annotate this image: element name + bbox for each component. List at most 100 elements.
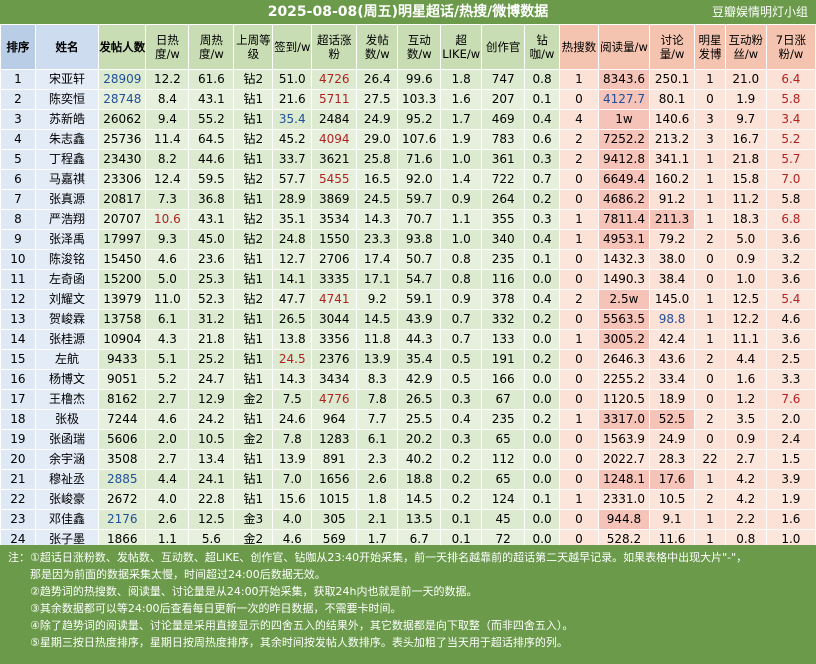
table-cell: 3005.2 [597,329,651,350]
table-cell: 783 [481,129,526,150]
table-cell: 0 [558,429,599,450]
table-cell: 1.0 [724,269,767,290]
table-cell: 35.1 [272,209,313,230]
table-cell: 11.6 [649,529,696,550]
table-cell: 张函瑞 [34,429,100,450]
table-cell: 70.7 [397,209,442,230]
table-cell: 23306 [98,169,147,190]
table-cell: 3044 [311,309,358,330]
table-cell: 0.6 [524,129,560,150]
table-row: 12 刘耀文 13979 11.0 52.3 钻2 47.7 4741 9.2 59.1 0.9 37… [0,289,816,310]
table-row: 24 张子墨 1866 1.1 5.6 金2 4.6 569 1.7 6.7 0.1 72 0.0 0 52… [0,529,816,550]
table-cell: 4.3 [145,329,190,350]
table-cell: 金3 [233,509,274,530]
table-cell: 2 [0,89,36,110]
table-cell: 1 [558,209,599,230]
table-cell: 钻1 [233,89,274,110]
table-cell: 钻1 [233,189,274,210]
table-cell: 13758 [98,309,147,330]
table-cell: 1.0 [440,229,483,250]
table-cell: 20817 [98,189,147,210]
table-cell: 6.1 [145,309,190,330]
table-cell: 26.5 [272,309,313,330]
table-cell: 133 [481,329,526,350]
table-cell: 13.5 [397,509,442,530]
table-cell: 0.0 [524,369,560,390]
table-cell: 52.3 [188,289,235,310]
table-cell: 0 [694,89,726,110]
table-cell: 张真源 [34,189,100,210]
table-cell: 12.4 [145,169,190,190]
table-cell: 944.8 [597,509,651,530]
table-cell: 7.0 [272,469,313,490]
table-cell: 1 [694,509,726,530]
table-cell: 45.2 [272,129,313,150]
table-cell: 1563.9 [597,429,651,450]
table-cell: 3621 [311,149,358,170]
table-cell: 12.2 [724,309,767,330]
table-cell: 2176 [98,509,147,530]
table-row: 23 邓佳鑫 2176 2.6 12.5 金3 4.0 305 2.1 13.5 0.1 45 0.0 0… [0,509,816,530]
table-cell: 1 [694,69,726,90]
table-cell: 1432.3 [597,249,651,270]
table-cell: 25.3 [188,269,235,290]
table-cell: 43.6 [649,349,696,370]
table-cell: 264 [481,189,526,210]
table-cell: 35.4 [272,109,313,130]
table-cell: 2022.7 [597,449,651,470]
table-cell: 1.9 [440,129,483,150]
table-cell: 3508 [98,449,147,470]
table-cell: 8.2 [145,149,190,170]
table-cell: 0.2 [440,489,483,510]
note-line: ⑤星期三按日热度排序，星期日按周热度排序，其余时间按发帖人数排序。表头加粗了当天… [30,636,568,649]
table-cell: 14.1 [272,269,313,290]
table-cell: 钻1 [233,369,274,390]
table-cell: 17.1 [356,269,399,290]
table-cell: 40.2 [397,449,442,470]
table-cell: 0.9 [440,189,483,210]
table-cell: 14.5 [356,309,399,330]
data-table: 排序 姓名 发帖人数 日热度/w 周热度/w 上周等级 签到/w 超话涨粉 发帖数/w 互动数/w… [0,24,816,550]
table-cell: 7.6 [765,389,816,410]
table-cell: 0 [558,269,599,290]
table-cell: 43.9 [397,309,442,330]
table-cell: 钻1 [233,309,274,330]
table-cell: 苏新皓 [34,109,100,130]
table-cell: 24.1 [188,469,235,490]
table-cell: 27.5 [356,89,399,110]
table-cell: 1.9 [724,89,767,110]
table-cell: 0.0 [524,529,560,550]
table-cell: 0 [694,249,726,270]
table-cell: 211.3 [649,209,696,230]
column-header: 周热度/w [188,24,235,70]
table-cell: 24.8 [272,229,313,250]
table-cell: 5.2 [765,129,816,150]
table-cell: 丁程鑫 [34,149,100,170]
table-cell: 8162 [98,389,147,410]
table-cell: 116 [481,269,526,290]
table-cell: 2 [694,229,726,250]
table-cell: 23.3 [356,229,399,250]
table-cell: 0.0 [524,269,560,290]
table-cell: 17 [0,389,36,410]
table-cell: 2.6 [145,509,190,530]
table-cell: 2706 [311,249,358,270]
table-cell: 21 [0,469,36,490]
table-cell: 378 [481,289,526,310]
table-cell: 7252.2 [597,129,651,150]
table-cell: 4.2 [724,469,767,490]
table-cell: 4.6 [765,309,816,330]
table-cell: 59.1 [397,289,442,310]
table-cell: 0 [694,429,726,450]
table-cell: 747 [481,69,526,90]
table-cell: 1.7 [356,529,399,550]
table-cell: 20.2 [397,429,442,450]
table-cell: 1.8 [356,489,399,510]
table-cell: 2.7 [724,449,767,470]
table-cell: 1.1 [440,209,483,230]
table-cell: 17.4 [356,249,399,270]
table-cell: 2 [694,409,726,430]
table-cell: 朱志鑫 [34,129,100,150]
table-cell: 36.8 [188,189,235,210]
table-cell: 44.3 [397,329,442,350]
